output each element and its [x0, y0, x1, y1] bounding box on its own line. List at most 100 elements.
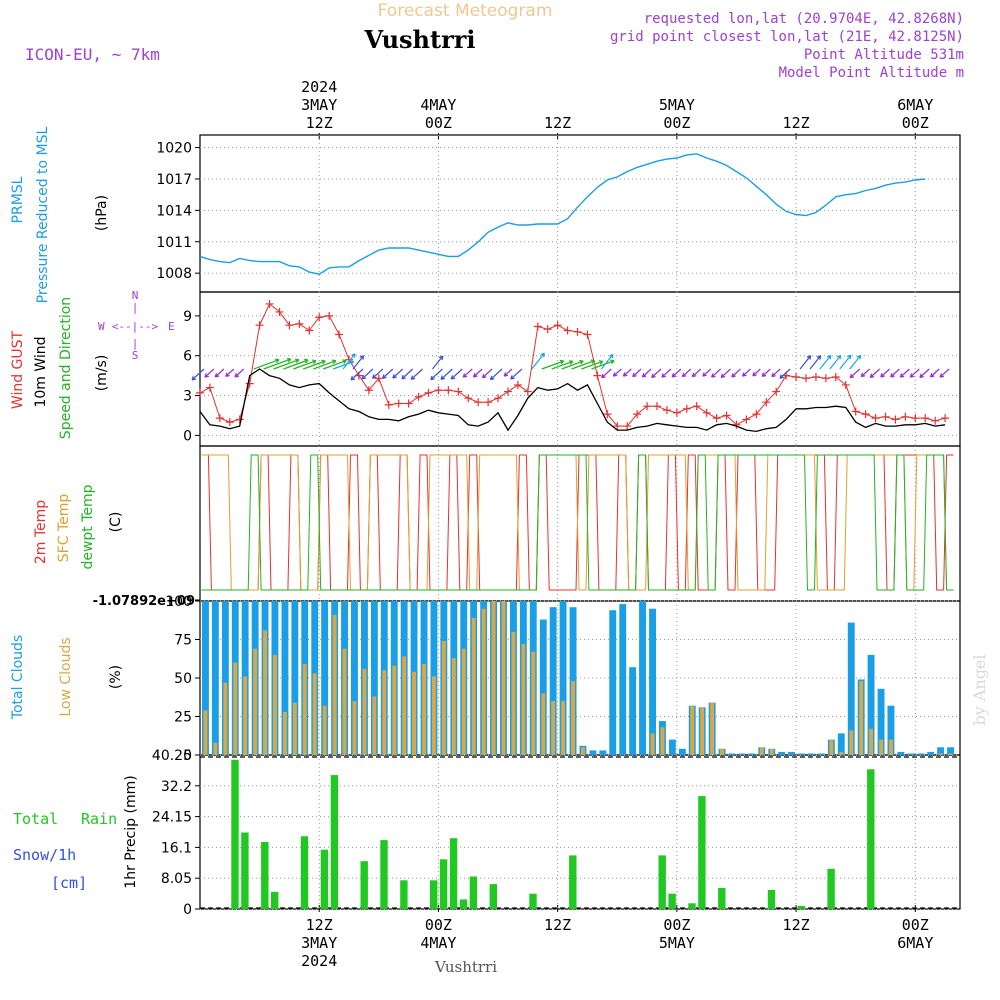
point-altitude: Point Altitude 531m — [804, 47, 964, 63]
low-cloud-bar — [710, 702, 715, 755]
low-cloud-bar — [829, 739, 834, 755]
wind-direction-arrow — [880, 368, 890, 378]
low-cloud-bar — [541, 693, 546, 755]
gust-point — [583, 330, 592, 339]
wind-direction-arrow — [489, 368, 503, 381]
precip-bar — [718, 888, 726, 909]
gust-point — [603, 410, 612, 419]
gust-point — [722, 411, 731, 420]
gust-point — [404, 399, 413, 408]
total-cloud-bar — [937, 747, 945, 755]
low-cloud-bar — [839, 751, 844, 755]
y-tick-label: 24.15 — [152, 810, 192, 826]
low-cloud-bar — [422, 664, 426, 755]
y-tick-label: 6 — [183, 349, 192, 365]
bottom-time-label: 00Z — [902, 916, 929, 934]
total-cloud-bar — [887, 705, 895, 755]
wind-dir-label: Speed and Direction — [58, 297, 74, 439]
wind-direction-arrow — [214, 368, 225, 378]
gust-point — [652, 402, 661, 411]
gust-point — [543, 325, 552, 334]
pressure-unit: (hPa) — [94, 195, 110, 231]
clouds-unit: (%) — [108, 665, 124, 689]
low-cloud-bar — [292, 702, 297, 755]
gust-point — [295, 319, 304, 328]
bottom-time-label: 4MAY — [420, 934, 456, 952]
wind-direction-arrow — [234, 368, 245, 378]
wind-direction-arrow — [671, 368, 682, 378]
wind-direction-arrow — [472, 368, 483, 378]
total-cloud-bar — [221, 601, 229, 755]
precip-bar — [867, 769, 875, 909]
low-cloud-bar — [213, 742, 218, 755]
wind10m-line — [199, 368, 946, 433]
top-time-label: 5MAY — [659, 96, 695, 114]
wind-direction-arrow — [591, 359, 615, 370]
wind-direction-arrow — [253, 358, 280, 370]
wind-direction-arrow — [731, 368, 741, 378]
y-tick-label: 40.25 — [152, 748, 192, 764]
low-cloud-bar — [223, 682, 228, 755]
precip-panel-frame — [199, 754, 961, 910]
total-cloud-bar — [798, 753, 805, 755]
total-cloud-bar — [847, 622, 855, 755]
gust-line — [199, 303, 946, 427]
temp-y-tick-label: -1.07892e+09 — [93, 594, 195, 609]
total-cloud-bar — [867, 654, 875, 755]
total-cloud-bar — [539, 619, 547, 755]
compass-north: N — [132, 289, 139, 302]
total-cloud-bar — [291, 601, 299, 755]
gust-point — [484, 398, 493, 407]
gust-point — [275, 307, 284, 316]
total-cloud-bar — [351, 601, 358, 755]
wind-direction-arrow — [779, 368, 791, 379]
wind-direction-arrow — [303, 359, 326, 370]
low-cloud-bar — [660, 727, 665, 755]
precip-plot — [200, 756, 960, 909]
gust-point — [712, 414, 721, 423]
wind-direction-arrow — [313, 359, 337, 370]
precip-snow-label: Snow/1h — [13, 846, 76, 864]
total-cloud-bar — [927, 751, 935, 755]
wind-direction-arrow — [332, 360, 355, 370]
low-cloud-bar — [302, 664, 307, 755]
top-time-label: 6MAY — [897, 96, 933, 114]
gust-point — [672, 408, 681, 417]
gust-point — [305, 326, 314, 335]
wind-direction-arrow — [462, 368, 473, 378]
low-cloud-bar — [650, 733, 655, 755]
wind-direction-arrow — [510, 368, 523, 380]
temp-dewpt-label: dewpt Temp — [80, 484, 96, 569]
y-tick-label: 32.2 — [161, 779, 192, 795]
gust-point — [851, 407, 860, 416]
y-tick-label: 25 — [174, 710, 192, 726]
compass-east: E — [168, 320, 175, 333]
compass-lower-stem: | — [132, 337, 139, 350]
gust-point — [593, 371, 602, 380]
precip-unit: 1hr Precip (mm) — [123, 775, 139, 888]
total-cloud-bar — [202, 601, 209, 755]
total-cloud-bar — [738, 753, 746, 755]
wind-direction-arrow — [430, 368, 443, 381]
temp-sfc-line — [201, 454, 954, 591]
compass-west: W — [98, 320, 105, 333]
wind-direction-arrow — [742, 368, 751, 377]
clouds-low-label: Low Clouds — [58, 637, 74, 716]
low-cloud-bar — [283, 711, 287, 755]
y-tick-label: 0 — [183, 902, 192, 918]
gust-point — [861, 410, 870, 419]
gust-point — [811, 372, 820, 381]
gust-point — [255, 321, 264, 330]
low-cloud-bar — [948, 753, 953, 755]
low-cloud-bar — [402, 656, 407, 755]
gust-point — [454, 387, 463, 396]
wind-direction-arrow — [352, 355, 365, 370]
wind-direction-arrow — [450, 368, 463, 380]
low-cloud-bar — [879, 739, 883, 755]
precip-bar — [320, 849, 329, 909]
wind-direction-arrow — [691, 368, 702, 378]
gust-point — [315, 313, 324, 322]
wind-plot — [192, 300, 950, 433]
compass-ew-arrow: <--|--> — [112, 320, 159, 333]
